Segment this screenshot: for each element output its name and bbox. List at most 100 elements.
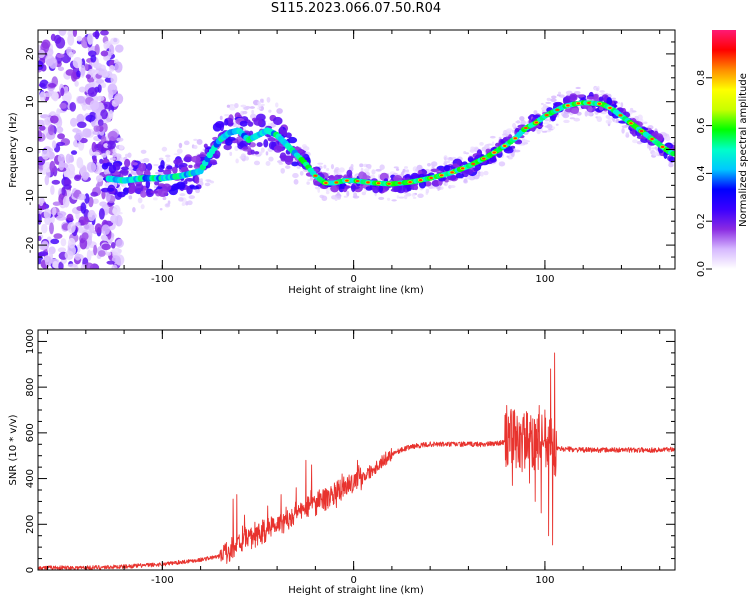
heatmap-halo-speck: [196, 139, 203, 145]
heatmap-halo-speck: [266, 96, 271, 103]
heatmap-band-blob: [127, 187, 135, 195]
heatmap-noise-blob: [100, 109, 108, 120]
heatmap-halo-speck: [541, 107, 547, 111]
heatmap-band-blob: [503, 147, 514, 154]
heatmap-halo-speck: [371, 169, 376, 175]
heatmap-halo-speck: [183, 140, 190, 146]
heatmap-noise-blob: [105, 251, 112, 256]
heatmap-halo-speck: [249, 106, 256, 109]
heatmap-band-blob: [188, 164, 193, 169]
heatmap-halo-speck: [350, 164, 354, 168]
heatmap-band-blob: [250, 149, 255, 155]
heatmap-halo-speck: [427, 163, 431, 167]
heatmap-noise-blob: [100, 50, 109, 57]
heatmap-halo-speck: [243, 106, 249, 111]
heatmap-halo-speck: [176, 148, 183, 154]
heatmap-halo-speck: [187, 200, 193, 206]
heatmap-halo-speck: [558, 91, 562, 95]
heatmap-ridge-peak: [566, 104, 570, 107]
heatmap-noise-blob: [108, 65, 116, 72]
heatmap-halo-speck: [550, 98, 557, 103]
heatmap-noise-blob: [86, 249, 92, 262]
heatmap-band-blob: [106, 187, 115, 192]
heatmap-halo-speck: [599, 90, 605, 93]
heatmap-noise-blob: [38, 149, 41, 154]
heatmap-halo-speck: [544, 125, 551, 128]
heatmap-band-blob: [154, 181, 160, 186]
heatmap-band-blob: [267, 137, 276, 142]
heatmap-noise-blob: [65, 69, 75, 76]
heatmap-noise-blob: [56, 53, 65, 58]
heatmap-band-blob: [166, 165, 173, 170]
heatmap-halo-speck: [470, 146, 475, 150]
heatmap-noise-blob: [44, 218, 50, 225]
snr-y-tick-label: 600: [25, 423, 36, 442]
heatmap-band-blob: [666, 143, 671, 149]
heatmap-halo-speck: [159, 208, 163, 211]
heatmap-halo-speck: [605, 119, 612, 124]
heatmap-band-blob: [135, 183, 144, 192]
heatmap-halo-speck: [386, 197, 391, 201]
heatmap-noise-blob: [63, 178, 72, 187]
heatmap-band-blob: [593, 93, 599, 99]
heatmap-halo-speck: [161, 146, 168, 152]
heatmap-band-blob: [282, 129, 288, 137]
heatmap-halo-speck: [260, 147, 265, 153]
heatmap-band-blob: [191, 155, 201, 163]
heatmap-x-tick-label: -100: [151, 274, 174, 285]
heatmap-band-blob: [495, 142, 501, 147]
heatmap-ridge-peak: [387, 182, 391, 185]
heatmap-halo-speck: [309, 176, 314, 181]
heatmap-noise-blob: [63, 184, 72, 190]
snr-y-tick-label: 200: [25, 515, 36, 534]
heatmap-halo-speck: [367, 164, 372, 170]
heatmap-halo-speck: [404, 172, 411, 175]
heatmap-band-blob: [145, 179, 151, 189]
heatmap-ridge-peak: [439, 174, 444, 177]
heatmap-ridge-peak: [397, 182, 402, 185]
heatmap-halo-speck: [240, 104, 247, 108]
heatmap-ridge-peak: [576, 102, 581, 105]
heatmap-noise-blob: [76, 70, 81, 78]
heatmap-halo-speck: [506, 155, 510, 158]
heatmap-halo-speck: [353, 192, 358, 198]
heatmap-band-blob: [467, 157, 474, 163]
heatmap-halo-speck: [142, 157, 150, 163]
heatmap-noise-blob: [114, 44, 124, 53]
heatmap-band-blob: [598, 106, 604, 111]
snr-y-tick-label: 800: [25, 378, 36, 397]
heatmap-halo-speck: [235, 158, 239, 164]
heatmap-band-blob: [180, 166, 189, 173]
heatmap-halo-speck: [292, 173, 299, 179]
heatmap-noise-blob: [79, 237, 88, 250]
heatmap-noise-blob: [72, 128, 80, 133]
heatmap-noise-blob: [81, 171, 89, 181]
heatmap-halo-speck: [209, 180, 215, 184]
heatmap-noise-blob: [92, 130, 101, 136]
heatmap-band-blob: [108, 164, 117, 174]
heatmap-noise-blob: [56, 215, 66, 221]
heatmap-halo-speck: [444, 157, 447, 161]
heatmap-band-blob: [224, 118, 229, 126]
heatmap-noise-blob: [65, 153, 72, 164]
snr-x-axis-label: Height of straight line (km): [288, 585, 424, 596]
heatmap-y-tick-label: 0: [25, 146, 36, 152]
heatmap-noise-blob: [80, 64, 86, 76]
heatmap-halo-speck: [605, 115, 611, 119]
heatmap-band-blob: [256, 142, 263, 147]
heatmap-band-blob: [140, 190, 147, 198]
heatmap-noise-blob: [98, 208, 105, 220]
heatmap-halo-speck: [621, 127, 625, 134]
heatmap-band-blob: [485, 148, 491, 154]
heatmap-halo-speck: [195, 188, 201, 194]
heatmap-band-blob: [189, 185, 200, 190]
heatmap-band-blob: [378, 183, 384, 193]
heatmap-halo-speck: [132, 207, 136, 213]
heatmap-halo-speck: [540, 102, 544, 105]
heatmap-halo-speck: [346, 190, 350, 197]
heatmap-noise-blob: [78, 86, 86, 93]
heatmap-noise-blob: [76, 121, 87, 129]
heatmap-halo-speck: [437, 186, 440, 191]
heatmap-ridge-peak: [639, 129, 644, 133]
